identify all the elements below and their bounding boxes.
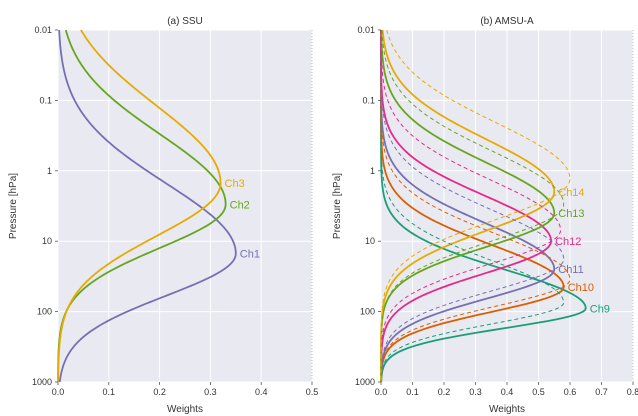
x-tick-label: 0.5 (306, 387, 319, 397)
series-label-ch10: Ch10 (568, 282, 594, 294)
series-label-ch1: Ch1 (240, 249, 260, 261)
y-tick-label: 1000 (355, 377, 375, 387)
curve-ch1 (58, 29, 237, 383)
y-axis-label: Pressure [hPa] (8, 173, 19, 239)
curves (380, 29, 587, 383)
y-tick-label: 0.01 (34, 25, 52, 35)
chart-title: (b) AMSU-A (480, 16, 534, 27)
grid (57, 29, 313, 383)
x-tick-label: 0.4 (255, 387, 268, 397)
x-tick-label: 0.8 (627, 387, 638, 397)
y-axis-label: Pressure [hPa] (332, 173, 343, 239)
curve-dashed (380, 30, 565, 383)
curves (57, 29, 237, 383)
curve-ch3 (57, 29, 222, 383)
x-tick-label: 0.2 (438, 387, 451, 397)
series-label-ch12: Ch12 (555, 236, 581, 248)
x-tick-label: 0.2 (153, 387, 166, 397)
panel-ssu: 0.0 0.1 0.2 0.3 0.4 0.5 0.01 0.1 1 10 100 1000 Ch1… (8, 16, 318, 415)
curve-dashed (380, 29, 571, 382)
x-tick-label: 0.4 (501, 387, 514, 397)
y-tick-label: 0.1 (39, 95, 52, 105)
series-label-ch13: Ch13 (558, 208, 584, 220)
x-tick-label: 0.3 (204, 387, 217, 397)
y-tick-label: 1 (47, 166, 52, 176)
panel-amsu-a: 0.0 0.1 0.2 0.3 0.4 0.5 0.6 0.7 0.8 0.01 0.1 1 10 10… (332, 16, 638, 415)
y-ticks: 0.01 0.1 1 10 100 1000 (355, 25, 381, 387)
x-ticks: 0.0 0.1 0.2 0.3 0.4 0.5 (52, 382, 319, 397)
x-axis-label: Weights (489, 404, 525, 415)
y-tick-label: 10 (365, 236, 375, 246)
y-tick-label: 0.1 (362, 95, 375, 105)
y-ticks: 0.01 0.1 1 10 100 1000 (32, 25, 58, 387)
curve-dashed (380, 29, 565, 382)
series-labels: Ch1 Ch2 Ch3 (225, 178, 260, 260)
y-tick-label: 100 (360, 307, 375, 317)
series-labels: Ch9 Ch10 Ch11 Ch12 Ch13 Ch14 (555, 187, 610, 315)
y-tick-label: 10 (42, 236, 52, 246)
x-tick-label: 0.6 (564, 387, 577, 397)
series-label-ch2: Ch2 (230, 199, 250, 211)
x-tick-label: 0.7 (595, 387, 608, 397)
x-tick-label: 0.3 (469, 387, 482, 397)
y-tick-label: 1000 (32, 377, 52, 387)
y-tick-label: 100 (37, 307, 52, 317)
y-tick-label: 1 (370, 166, 375, 176)
curve-dashed (380, 29, 562, 382)
x-axis-label: Weights (167, 404, 203, 415)
series-label-ch9: Ch9 (590, 303, 610, 315)
series-label-ch11: Ch11 (558, 264, 583, 276)
series-label-ch3: Ch3 (225, 178, 245, 190)
x-tick-label: 0.1 (103, 387, 116, 397)
x-tick-label: 0.1 (406, 387, 419, 397)
chart-title: (a) SSU (167, 16, 203, 27)
x-tick-label: 0.5 (532, 387, 545, 397)
y-tick-label: 0.01 (357, 25, 375, 35)
x-tick-label: 0.0 (52, 387, 65, 397)
series-label-ch14: Ch14 (558, 187, 584, 199)
x-tick-label: 0.0 (375, 387, 388, 397)
x-ticks: 0.0 0.1 0.2 0.3 0.4 0.5 0.6 0.7 0.8 (375, 382, 638, 397)
